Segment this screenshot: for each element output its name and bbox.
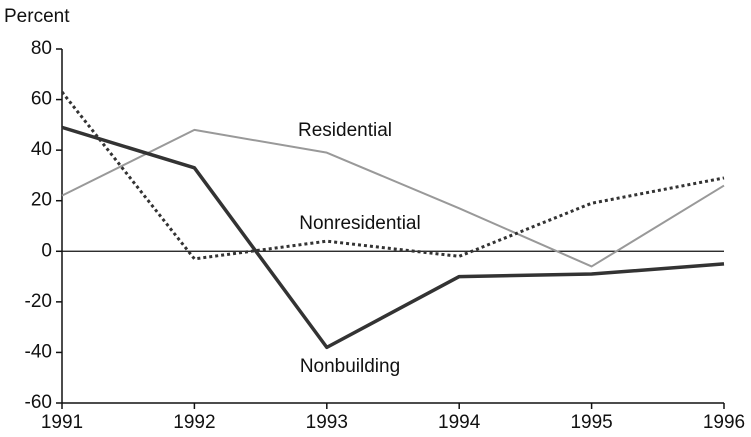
x-tick-label: 1996 — [703, 412, 745, 433]
y-tick-label: 20 — [31, 190, 52, 211]
series-label: Residential — [298, 120, 392, 141]
y-tick-label: 60 — [31, 89, 52, 110]
x-tick-label: 1995 — [570, 412, 612, 433]
series-line — [60, 91, 725, 261]
series-label: Nonbuilding — [300, 356, 400, 377]
x-tick-label: 1994 — [438, 412, 481, 433]
y-tick-label: 80 — [31, 38, 52, 59]
x-tick-label: 1991 — [41, 412, 83, 433]
x-tick-label: 1992 — [173, 412, 215, 433]
y-tick-label: -40 — [25, 341, 52, 362]
y-tick-label: -20 — [25, 291, 52, 312]
series-line — [61, 125, 725, 350]
y-tick-label: 0 — [41, 240, 52, 261]
series-line — [61, 128, 725, 268]
y-tick-label: -60 — [25, 392, 52, 413]
series-label: Nonresidential — [299, 213, 420, 234]
y-tick-label: 40 — [31, 139, 52, 160]
axis-title: Percent — [4, 6, 70, 27]
x-tick-label: 1993 — [306, 412, 348, 433]
